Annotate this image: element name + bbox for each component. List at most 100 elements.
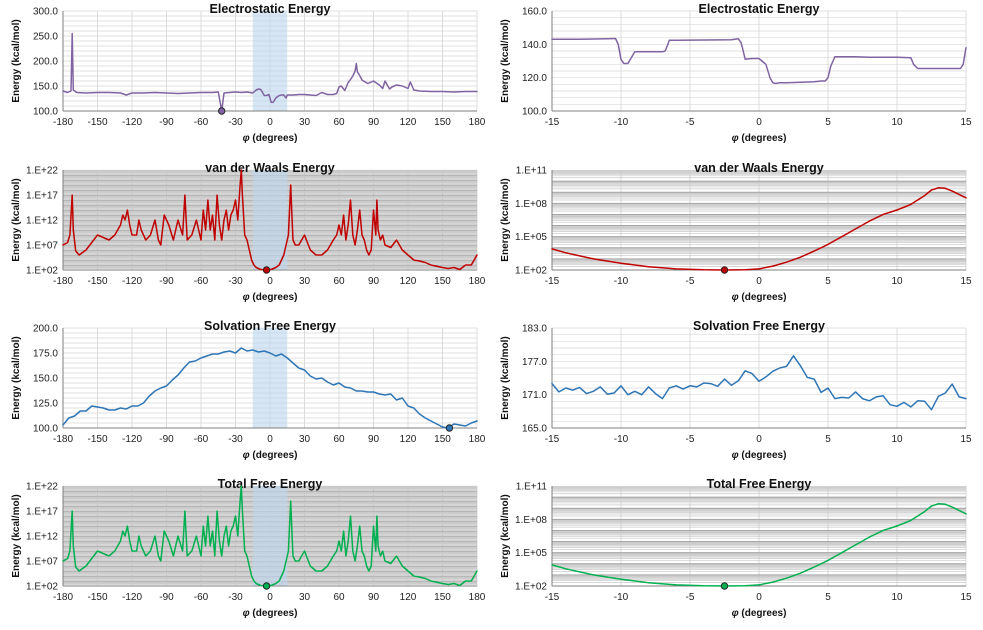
x-tick-label: -30 — [228, 276, 243, 287]
x-tick-label: -90 — [159, 434, 174, 445]
x-tick-label: -150 — [87, 276, 107, 287]
series-line — [62, 485, 478, 587]
y-tick-label: 1.E+02 — [26, 266, 58, 277]
x-tick-label: -15 — [545, 117, 560, 128]
y-tick-label: 1.E+02 — [515, 582, 547, 593]
y-axis-label: Energy (kcal/mol) — [11, 178, 22, 261]
x-tick-label: 150 — [434, 276, 451, 287]
minimum-point-marker — [720, 582, 729, 590]
y-tick-label: 250.0 — [33, 32, 58, 43]
chart-title: Electrostatic Energy — [699, 2, 820, 16]
y-tick-label: 200.0 — [33, 324, 58, 335]
chart-vdw: -180 -150 -120 -90 -60 -30 0 30 60 90 120 150 180 1.E… — [11, 161, 486, 303]
y-tick-label: 183.0 — [522, 324, 547, 335]
x-axis-symbol: φ — [732, 608, 739, 619]
x-tick-label: -15 — [545, 434, 560, 445]
y-tick-label: 177.0 — [522, 357, 547, 368]
x-tick-label: 5 — [825, 276, 831, 287]
x-tick-label: 30 — [299, 592, 311, 603]
x-tick-label: 120 — [400, 592, 417, 603]
x-tick-label: -30 — [228, 434, 243, 445]
x-tick-label: -5 — [686, 276, 695, 287]
y-tick-label: 1.E+07 — [26, 241, 58, 252]
chart-title: van der Waals Energy — [694, 161, 823, 175]
x-axis-unit: (degrees) — [741, 292, 786, 303]
series-line — [551, 355, 967, 411]
x-axis-label: φ (degrees) — [732, 133, 787, 144]
y-tick-label: 171.0 — [522, 390, 547, 401]
x-axis-symbol: φ — [243, 608, 250, 619]
x-axis-unit: (degrees) — [741, 133, 786, 144]
x-tick-label: 150 — [434, 592, 451, 603]
x-tick-label: -5 — [686, 117, 695, 128]
x-tick-label: 180 — [469, 592, 486, 603]
y-tick-label: 1.E+22 — [26, 482, 58, 493]
x-tick-label: 15 — [960, 592, 972, 603]
x-axis-symbol: φ — [243, 292, 250, 303]
x-tick-label: -180 — [53, 592, 73, 603]
chart-solvation-zoom: -15 -10 -5 0 5 10 15 165.0 171.0 177.0 183.0 Solvat… — [500, 319, 972, 461]
x-tick-label: -90 — [159, 592, 174, 603]
y-tick-label: 300.0 — [33, 7, 58, 18]
x-tick-label: -120 — [122, 117, 142, 128]
x-tick-label: 120 — [400, 434, 417, 445]
x-tick-label: 30 — [299, 117, 311, 128]
series-line — [551, 37, 967, 85]
y-axis-label: Energy (kcal/mol) — [500, 178, 511, 261]
x-tick-label: 30 — [299, 434, 311, 445]
y-tick-label: 200.0 — [33, 57, 58, 68]
x-tick-label: 120 — [400, 276, 417, 287]
x-tick-label: -180 — [53, 276, 73, 287]
x-tick-label: 10 — [891, 117, 903, 128]
x-tick-label: -10 — [614, 117, 629, 128]
x-axis-label: φ (degrees) — [732, 292, 787, 303]
y-axis-label: Energy (kcal/mol) — [11, 336, 22, 419]
x-tick-label: 60 — [333, 276, 345, 287]
x-tick-label: 60 — [333, 117, 345, 128]
y-tick-label: 100.0 — [33, 107, 58, 118]
zoom-region-band — [252, 170, 288, 270]
x-axis-label: φ (degrees) — [243, 292, 298, 303]
y-axis-label: Energy (kcal/mol) — [11, 19, 22, 102]
x-axis-symbol: φ — [243, 133, 250, 144]
x-axis-label: φ (degrees) — [243, 450, 298, 461]
y-axis-label: Energy (kcal/mol) — [11, 494, 22, 577]
zoom-region-band — [252, 486, 288, 586]
chart-electrostatic-zoom: -15 -10 -5 0 5 10 15 100.0 120.0 140.0 160.0 Electr… — [500, 2, 972, 144]
x-axis-unit: (degrees) — [252, 450, 297, 461]
x-axis-label: φ (degrees) — [732, 608, 787, 619]
x-tick-label: -10 — [614, 276, 629, 287]
x-tick-label: -150 — [87, 117, 107, 128]
x-tick-label: 5 — [825, 434, 831, 445]
x-tick-label: -150 — [87, 592, 107, 603]
chart-title: Total Free Energy — [707, 477, 812, 491]
chart-solvation: -180 -150 -120 -90 -60 -30 0 30 60 90 120 150 180 100… — [11, 319, 486, 461]
zoom-region-band — [252, 328, 288, 428]
x-tick-label: 10 — [891, 592, 903, 603]
x-tick-label: -60 — [194, 434, 209, 445]
y-tick-label: 1.E+12 — [26, 532, 58, 543]
y-tick-label: 1.E+05 — [515, 232, 547, 243]
y-tick-label: 1.E+22 — [26, 166, 58, 177]
x-tick-label: -15 — [545, 276, 560, 287]
minimum-point-marker — [262, 266, 271, 274]
series-line — [62, 169, 478, 271]
x-tick-label: 0 — [756, 434, 762, 445]
x-tick-label: -150 — [87, 434, 107, 445]
y-tick-label: 150.0 — [33, 374, 58, 385]
x-tick-label: 0 — [756, 592, 762, 603]
x-tick-label: 10 — [891, 276, 903, 287]
x-tick-label: 0 — [756, 276, 762, 287]
x-tick-label: -10 — [614, 434, 629, 445]
y-tick-label: 1.E+02 — [515, 266, 547, 277]
x-tick-label: 180 — [469, 276, 486, 287]
series-line — [551, 187, 967, 271]
x-axis-unit: (degrees) — [252, 608, 297, 619]
chart-title: van der Waals Energy — [205, 161, 334, 175]
x-axis-symbol: φ — [732, 133, 739, 144]
x-tick-label: 0 — [267, 117, 273, 128]
x-axis-label: φ (degrees) — [732, 450, 787, 461]
x-tick-label: 60 — [333, 592, 345, 603]
x-tick-label: -180 — [53, 117, 73, 128]
